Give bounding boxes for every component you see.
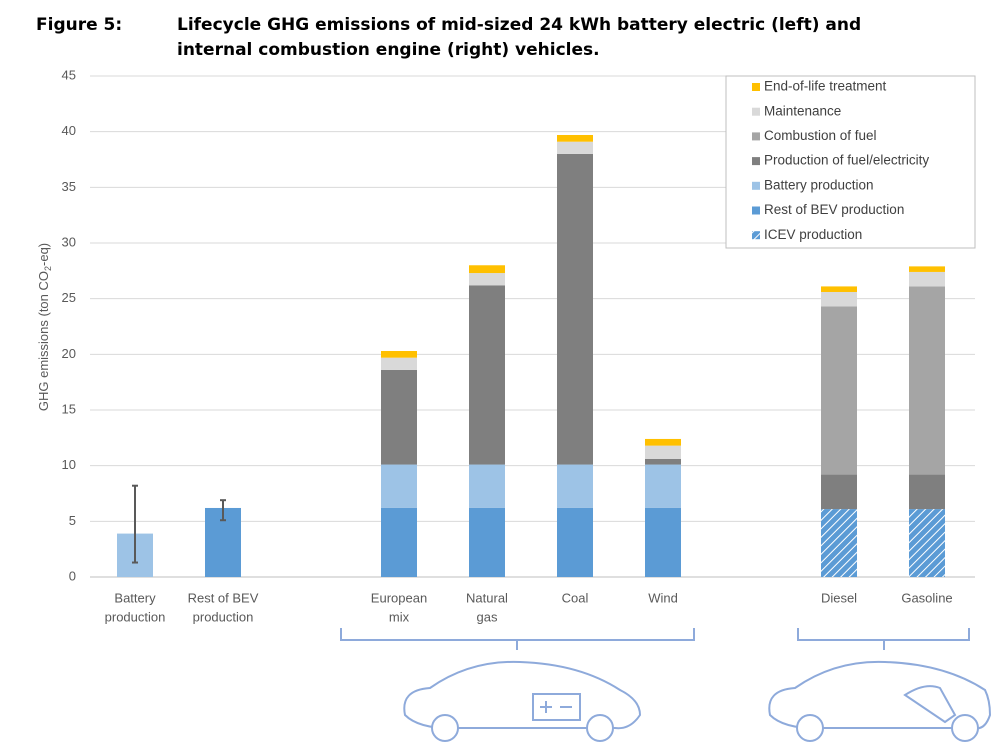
battery-signs [540,701,572,713]
x-tick-label: Gasoline [901,590,952,605]
y-tick-label: 0 [69,568,76,583]
legend-box [725,75,976,249]
x-tick-label: Natural [466,590,508,605]
fuel-nozzle [903,685,957,724]
bar-segment [469,285,505,465]
x-tick-label: Wind [648,590,678,605]
y-tick-label: 30 [62,234,76,249]
legend-swatch [752,181,760,190]
battery-icon [532,693,581,721]
bar-segment [645,458,681,465]
bar-segment [557,464,593,508]
bar-segment [909,266,945,272]
y-tick-label: 5 [69,513,76,528]
bar-segment [645,464,681,508]
bar-segment [821,474,857,510]
y-axis-label: 2 [43,266,53,271]
bar-segment [469,507,505,577]
y-tick-label: 20 [62,346,76,361]
x-tick-label: production [193,609,254,624]
wheel [796,714,824,742]
bar-segment [821,291,857,307]
icev-bracket [797,628,970,650]
x-tick-label: Coal [562,590,589,605]
y-axis-label: GHG emissions (ton CO [36,271,51,411]
y-tick-label: 40 [62,123,76,138]
bar-segment [469,265,505,274]
y-tick-label: 25 [62,290,76,305]
y-tick-label: 35 [62,179,76,194]
x-tick-label: Diesel [821,590,857,605]
bar-segment [645,445,681,459]
y-tick-label: 45 [62,67,76,82]
x-tick-label: Rest of BEV [188,590,259,605]
bev-bracket [340,628,695,650]
bar-segment [557,141,593,154]
bar-segment [909,474,945,510]
x-tick-label: gas [477,609,498,624]
bar-segment [909,271,945,287]
bar-segment [909,509,945,577]
legend-label: ICEV production [764,227,862,242]
chart-title: Lifecycle GHG emissions of mid-sized 24 … [177,15,861,35]
legend-swatch [752,231,760,240]
y-axis-label: -eq) [36,243,51,266]
figure-label: Figure 5: [36,15,122,35]
legend-label: Battery production [764,177,874,192]
legend-label: Production of fuel/electricity [764,153,929,168]
legend-label: Combustion of fuel [764,128,877,143]
bar-segment [557,135,593,142]
legend-swatch [752,83,760,91]
legend-label: Maintenance [764,103,841,118]
bar-segment [557,507,593,577]
bar-segment [381,369,417,465]
x-tick-label: production [105,609,166,624]
bar-segment [381,464,417,508]
bar-segment [381,507,417,577]
bar-segment [469,464,505,508]
bar-segment [821,509,857,577]
bar-segment [821,286,857,292]
x-tick-label: Battery [114,590,156,605]
wheel [431,714,459,742]
y-tick-label: 10 [62,457,76,472]
y-axis-label: GHG emissions (ton CO2-eq) [36,243,53,411]
chart-title: internal combustion engine (right) vehic… [177,40,600,60]
x-tick-label: mix [389,609,410,624]
legend-swatch [752,206,760,215]
legend-swatch [752,107,760,116]
wheel [951,714,979,742]
bar-segment [909,286,945,475]
y-tick-label: 15 [62,401,76,416]
legend-swatch [752,157,760,166]
bar-segment [381,357,417,370]
wheel [586,714,614,742]
bar-segment [645,438,681,446]
x-tick-label: European [371,590,427,605]
legend-label: Rest of BEV production [764,202,904,217]
brackets [340,628,992,742]
bar-segment [469,273,505,286]
legend-label: End-of-life treatment [764,79,887,94]
legend-swatch [752,132,760,141]
bev-car-icon [403,660,642,730]
bar-segment [821,306,857,475]
bar-segment [381,350,417,358]
bar-segment [645,507,681,577]
bar-segment [557,153,593,465]
